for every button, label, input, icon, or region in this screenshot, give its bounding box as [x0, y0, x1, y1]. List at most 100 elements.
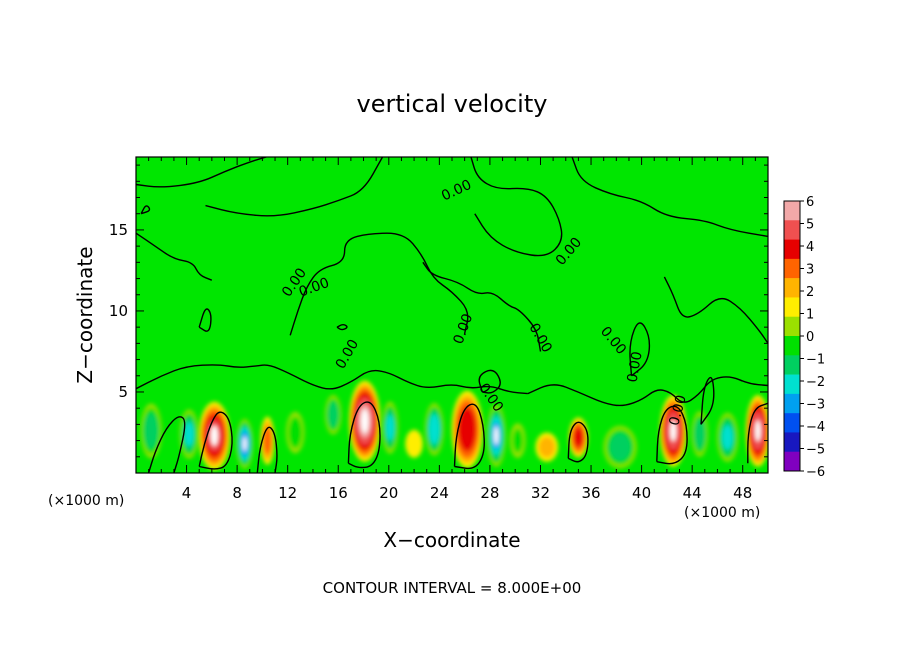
colorbar-label: 5 [806, 218, 814, 233]
x-tick-label: 12 [278, 484, 297, 502]
velocity-level [458, 407, 477, 452]
colorbar-label: 2 [806, 285, 814, 300]
contour-line [336, 324, 348, 331]
contour-line [140, 205, 151, 215]
velocity-level [512, 428, 524, 453]
contour-line [470, 157, 563, 257]
colorbar-label: 3 [806, 263, 814, 278]
velocity-level [694, 419, 706, 449]
y-axis-ticks: 5 10 15 [109, 164, 768, 458]
velocity-level [428, 414, 440, 445]
contour-line [571, 157, 768, 238]
velocity-core [494, 426, 499, 445]
velocity-level [573, 427, 584, 448]
colorbar-swatch [784, 297, 800, 318]
velocity-level [184, 421, 194, 447]
contour-line [567, 421, 589, 463]
y-tick-label: 10 [109, 302, 128, 320]
colorbar-label: −3 [806, 398, 825, 413]
colorbar-label: −1 [806, 353, 825, 368]
velocity-cell [659, 395, 687, 467]
velocity-cell [198, 401, 231, 470]
velocity-level [538, 436, 555, 458]
colorbar-label: 0 [806, 330, 814, 345]
colorbar-swatch [784, 201, 800, 221]
colorbar-swatch [784, 316, 800, 337]
colorbar-swatch [784, 278, 800, 298]
velocity-cell [535, 432, 559, 462]
velocity-cell [140, 403, 162, 459]
velocity-level [263, 426, 272, 455]
contour-line [747, 402, 768, 464]
contour-line [663, 276, 768, 344]
contour-line [527, 376, 768, 407]
x-tick-label: 20 [379, 484, 398, 502]
colorbar-label: 4 [806, 240, 814, 255]
contour-line [656, 405, 688, 465]
velocity-cell [451, 390, 483, 468]
colorbar-swatch [784, 355, 800, 375]
y-axis-label: Z−coordinate [73, 246, 97, 383]
velocity-cell [486, 404, 506, 467]
colorbar-swatch [784, 413, 800, 433]
velocity-core [210, 425, 218, 446]
contour-label: 0.00 [625, 350, 646, 383]
x-tick-label: 32 [531, 484, 550, 502]
chart-title: vertical velocity [357, 90, 548, 118]
contour-line [136, 232, 213, 281]
colorbar-label: −5 [806, 443, 825, 458]
velocity-level [385, 414, 395, 441]
contour-line [136, 157, 267, 188]
velocity-level [288, 416, 303, 449]
x-axis-label: X−coordinate [383, 528, 520, 552]
contour-line [700, 376, 715, 425]
plot-area: 0.000.000.000.000.000.00 0.00 0.000.000.00… [109, 156, 769, 502]
velocity-core [670, 420, 677, 442]
velocity-level [722, 425, 733, 450]
velocity-cell [236, 419, 254, 469]
x-tick-label: 36 [581, 484, 600, 502]
contour-line [422, 261, 542, 352]
y-tick-label: 5 [118, 383, 128, 401]
contour-line [198, 411, 233, 470]
x-tick-label: 16 [329, 484, 348, 502]
colorbar-label: −4 [806, 420, 825, 435]
contour-label: 0.00 [666, 393, 690, 427]
contour-line [453, 403, 485, 470]
contour-line [289, 232, 469, 336]
x-axis-ticks: 4 8 12 16 20 24 28 32 36 40 44 48 [148, 157, 756, 502]
colorbar-swatch [784, 239, 800, 260]
velocity-core [361, 409, 369, 433]
x-unit-left: (×1000 m) [48, 493, 124, 509]
velocity-cell [286, 411, 305, 454]
velocity-cell [381, 401, 399, 454]
colorbar-label: −2 [806, 375, 825, 390]
x-tick-label: 28 [480, 484, 499, 502]
velocity-cell [324, 394, 342, 435]
x-tick-label: 24 [430, 484, 449, 502]
contour-line [198, 308, 212, 332]
velocity-cells [140, 380, 768, 470]
contour-line [147, 416, 186, 473]
contour-interval-note: CONTOUR INTERVAL = 8.000E+00 [323, 579, 582, 597]
velocity-cell [568, 417, 588, 458]
y-tick-label: 15 [109, 221, 128, 239]
colorbar: 6 5 4 3 2 1 0 −1 −2 −3 −4 −5 −6 [783, 195, 825, 480]
velocity-level [405, 429, 423, 458]
contour-line [347, 401, 381, 469]
velocity-cell [405, 429, 423, 458]
colorbar-swatch [784, 258, 800, 279]
x-tick-label: 4 [182, 484, 192, 502]
velocity-cell [424, 403, 444, 456]
contour-line [478, 369, 501, 394]
contour-lines [136, 157, 768, 473]
velocity-cell [509, 423, 526, 458]
colorbar-label: −6 [806, 465, 825, 480]
colorbar-label: 6 [806, 195, 814, 210]
velocity-level [609, 433, 631, 461]
x-tick-label: 8 [232, 484, 242, 502]
contour-line [205, 157, 384, 217]
velocity-cell [603, 425, 637, 469]
colorbar-swatch [784, 432, 800, 453]
